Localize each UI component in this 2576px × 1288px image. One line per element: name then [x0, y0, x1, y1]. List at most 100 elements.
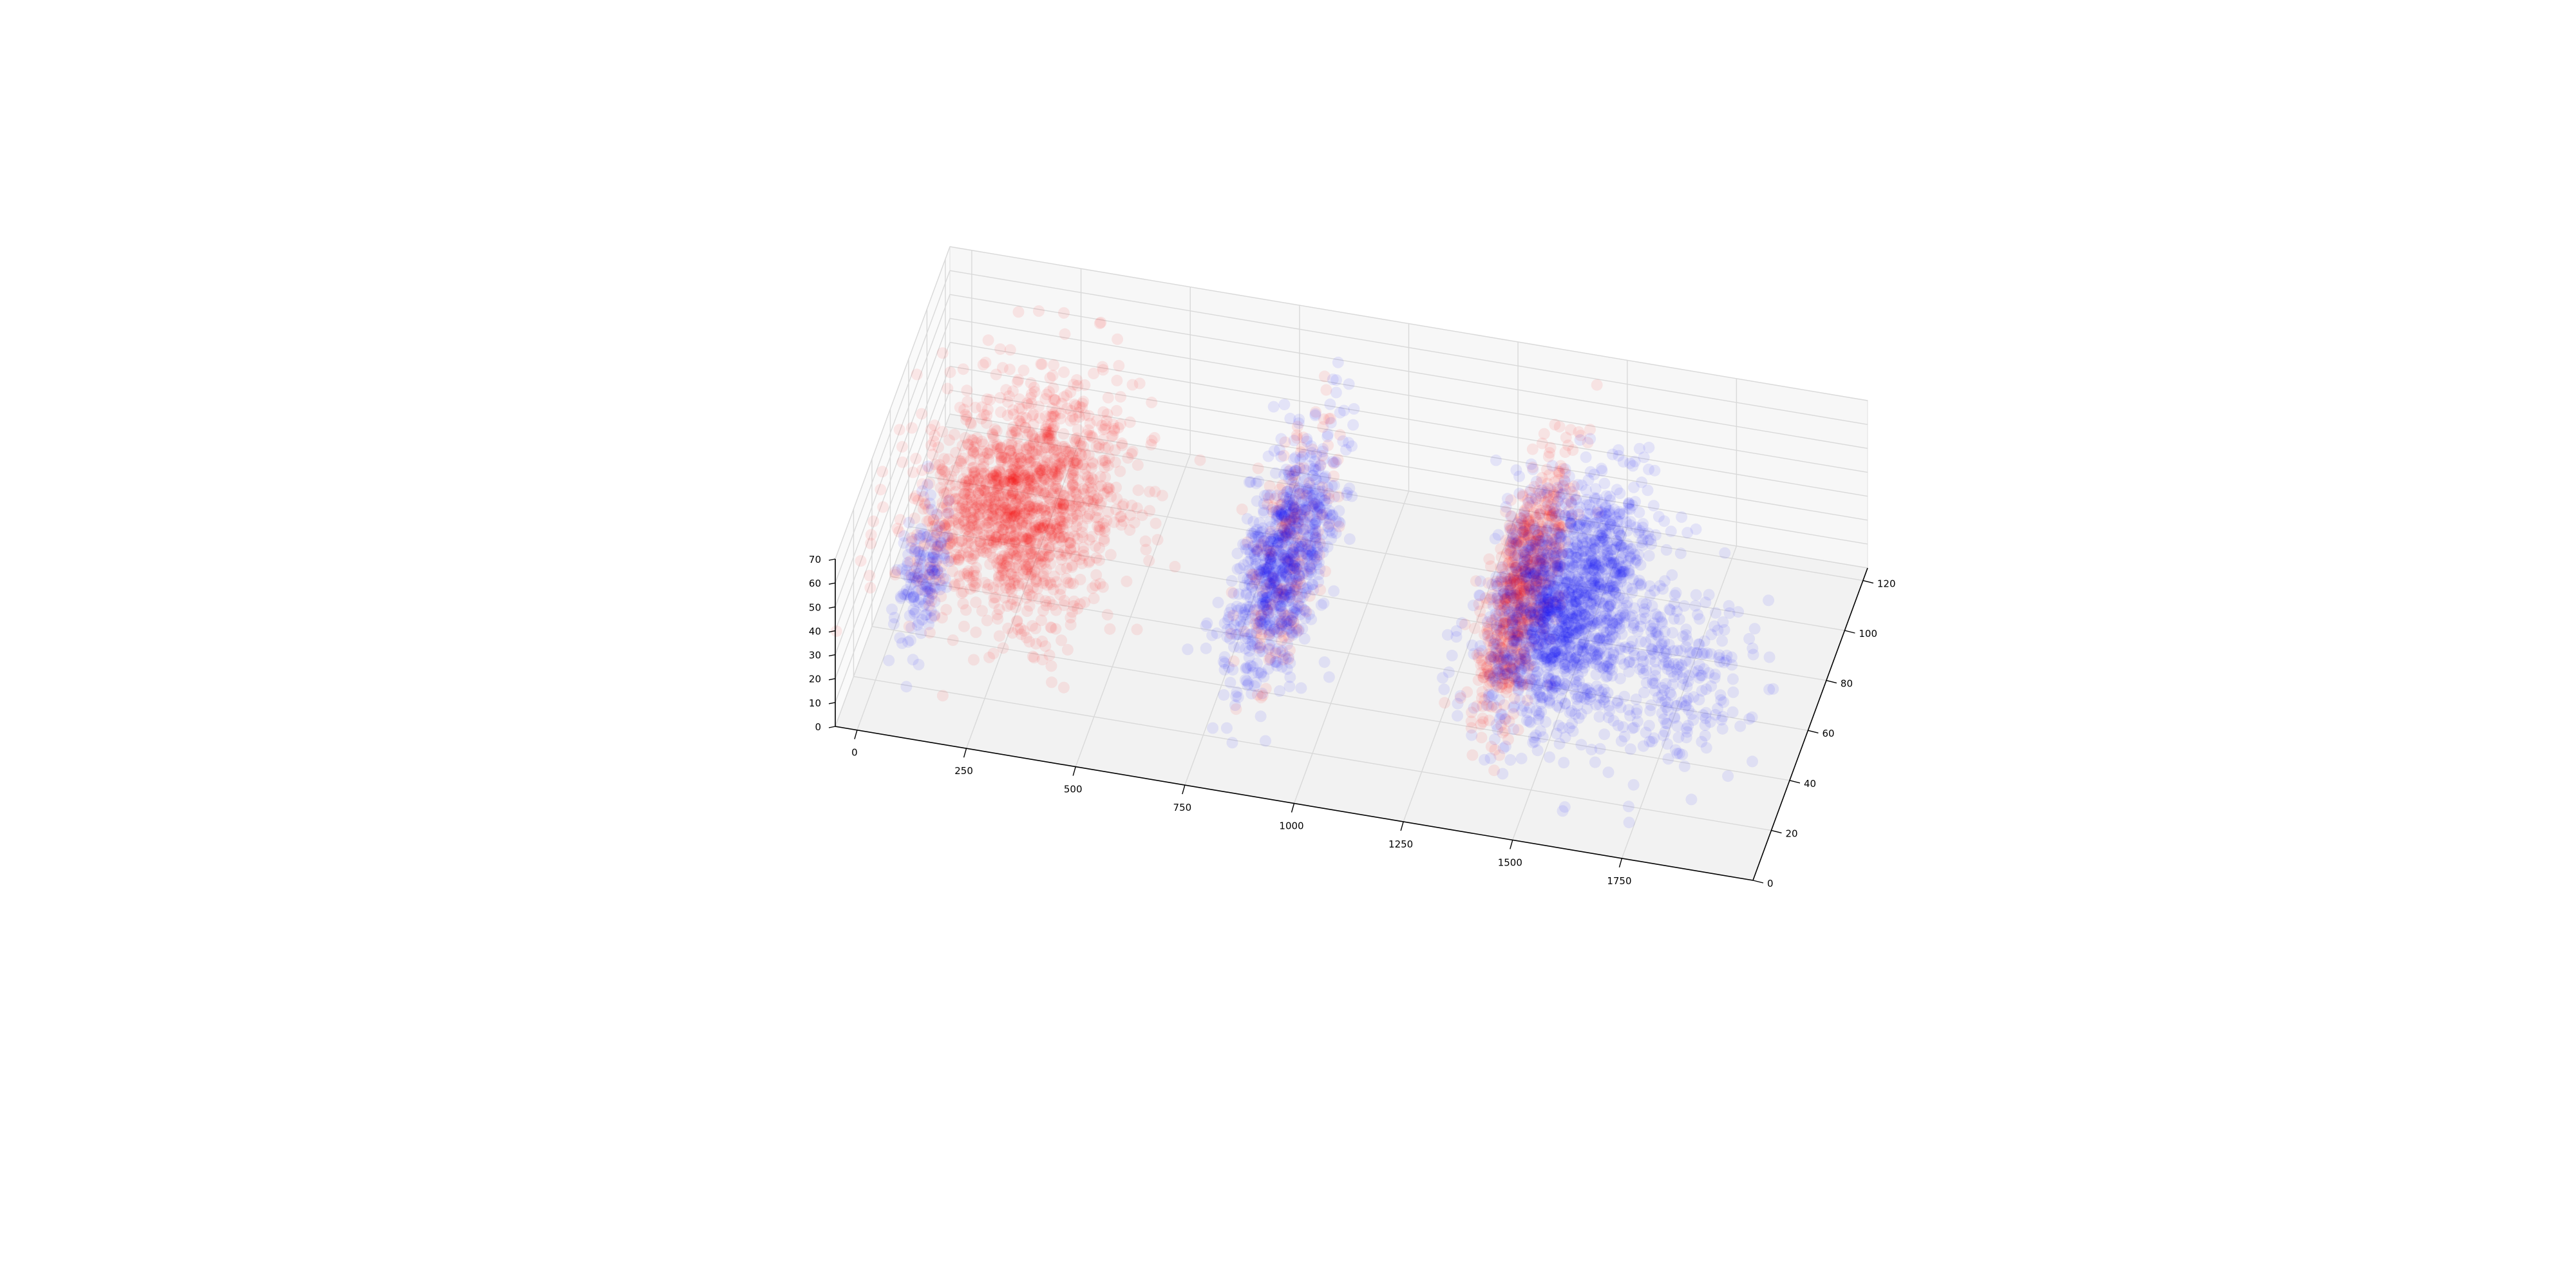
data-point	[1050, 604, 1062, 616]
data-point	[987, 536, 999, 548]
data-point	[1009, 424, 1021, 437]
data-point	[1438, 683, 1450, 696]
data-point	[1600, 650, 1612, 662]
data-point	[1250, 477, 1262, 489]
data-point	[1014, 457, 1026, 469]
data-point	[1481, 699, 1493, 711]
grid-line-z-back	[949, 317, 1868, 473]
data-point	[953, 502, 965, 514]
data-point	[1341, 486, 1353, 498]
data-point	[980, 547, 992, 559]
data-point	[1016, 578, 1028, 590]
data-point	[944, 552, 956, 564]
data-point	[968, 477, 980, 489]
data-point	[1054, 589, 1066, 601]
data-point	[1039, 393, 1052, 405]
data-point	[1309, 530, 1321, 542]
data-point	[1045, 516, 1057, 529]
data-point	[953, 536, 965, 548]
data-point	[1128, 516, 1141, 529]
data-point	[933, 520, 945, 532]
data-point	[1076, 526, 1088, 538]
data-point	[987, 429, 999, 441]
data-point	[999, 502, 1010, 514]
data-point	[1054, 488, 1065, 500]
data-point	[990, 483, 1003, 495]
data-point	[901, 560, 913, 572]
data-point	[995, 569, 1007, 582]
data-point	[1097, 424, 1110, 436]
data-point	[1098, 535, 1110, 547]
data-point	[1094, 498, 1106, 511]
data-point	[1053, 523, 1065, 535]
data-point	[1050, 473, 1063, 485]
data-point	[1007, 627, 1019, 639]
data-point	[1473, 589, 1485, 601]
data-point	[1039, 574, 1051, 587]
data-point	[964, 489, 976, 500]
data-point	[943, 473, 954, 486]
data-point	[1037, 568, 1050, 580]
data-point	[973, 497, 985, 509]
data-point	[1111, 374, 1123, 386]
data-point	[1524, 655, 1537, 667]
data-point	[1024, 452, 1036, 464]
data-point	[1048, 465, 1061, 477]
data-point	[1567, 683, 1580, 696]
data-point	[1048, 410, 1060, 422]
data-point	[1078, 501, 1090, 513]
data-point	[1009, 530, 1021, 542]
data-point	[1012, 440, 1025, 452]
data-point	[1065, 619, 1077, 630]
data-point	[933, 441, 944, 453]
data-point	[1017, 540, 1029, 552]
data-point	[1101, 415, 1113, 427]
data-point	[1028, 386, 1041, 398]
data-point	[949, 578, 961, 591]
data-point	[960, 506, 972, 518]
data-point	[963, 530, 975, 542]
data-point	[1006, 426, 1018, 439]
data-point	[999, 502, 1012, 514]
data-point	[1039, 456, 1051, 468]
data-point	[961, 498, 974, 510]
data-point	[1088, 493, 1100, 506]
data-point	[1530, 681, 1542, 694]
data-point	[1508, 723, 1520, 735]
grid-line-y-floor	[853, 676, 1772, 831]
data-point	[965, 512, 978, 524]
data-point	[1734, 720, 1747, 732]
data-point	[1014, 622, 1027, 634]
data-point	[1054, 583, 1066, 595]
data-point	[987, 552, 999, 564]
data-point	[1033, 557, 1045, 569]
data-point	[1028, 437, 1039, 449]
data-point	[982, 509, 994, 521]
data-point	[1466, 729, 1478, 741]
data-point	[1039, 595, 1052, 607]
data-point	[956, 535, 968, 547]
data-point	[923, 569, 936, 581]
data-point	[1050, 523, 1063, 535]
data-point	[936, 560, 948, 573]
data-point	[1083, 449, 1095, 461]
data-point	[1074, 448, 1086, 460]
data-point	[1513, 539, 1526, 551]
data-point	[961, 567, 973, 580]
grid-line-x-floor	[1293, 491, 1410, 804]
data-point	[1087, 497, 1099, 509]
data-point	[903, 516, 915, 529]
data-point	[996, 524, 1008, 536]
data-point	[1012, 492, 1024, 504]
data-point	[972, 526, 984, 538]
data-point	[1046, 676, 1057, 688]
data-point	[1054, 458, 1065, 470]
data-point	[1553, 421, 1566, 433]
data-point	[985, 535, 997, 547]
data-point	[983, 535, 995, 547]
data-point	[1034, 523, 1046, 535]
data-point	[1066, 513, 1078, 525]
data-point	[1278, 649, 1291, 661]
data-point	[989, 495, 1001, 507]
data-point	[1587, 575, 1599, 587]
